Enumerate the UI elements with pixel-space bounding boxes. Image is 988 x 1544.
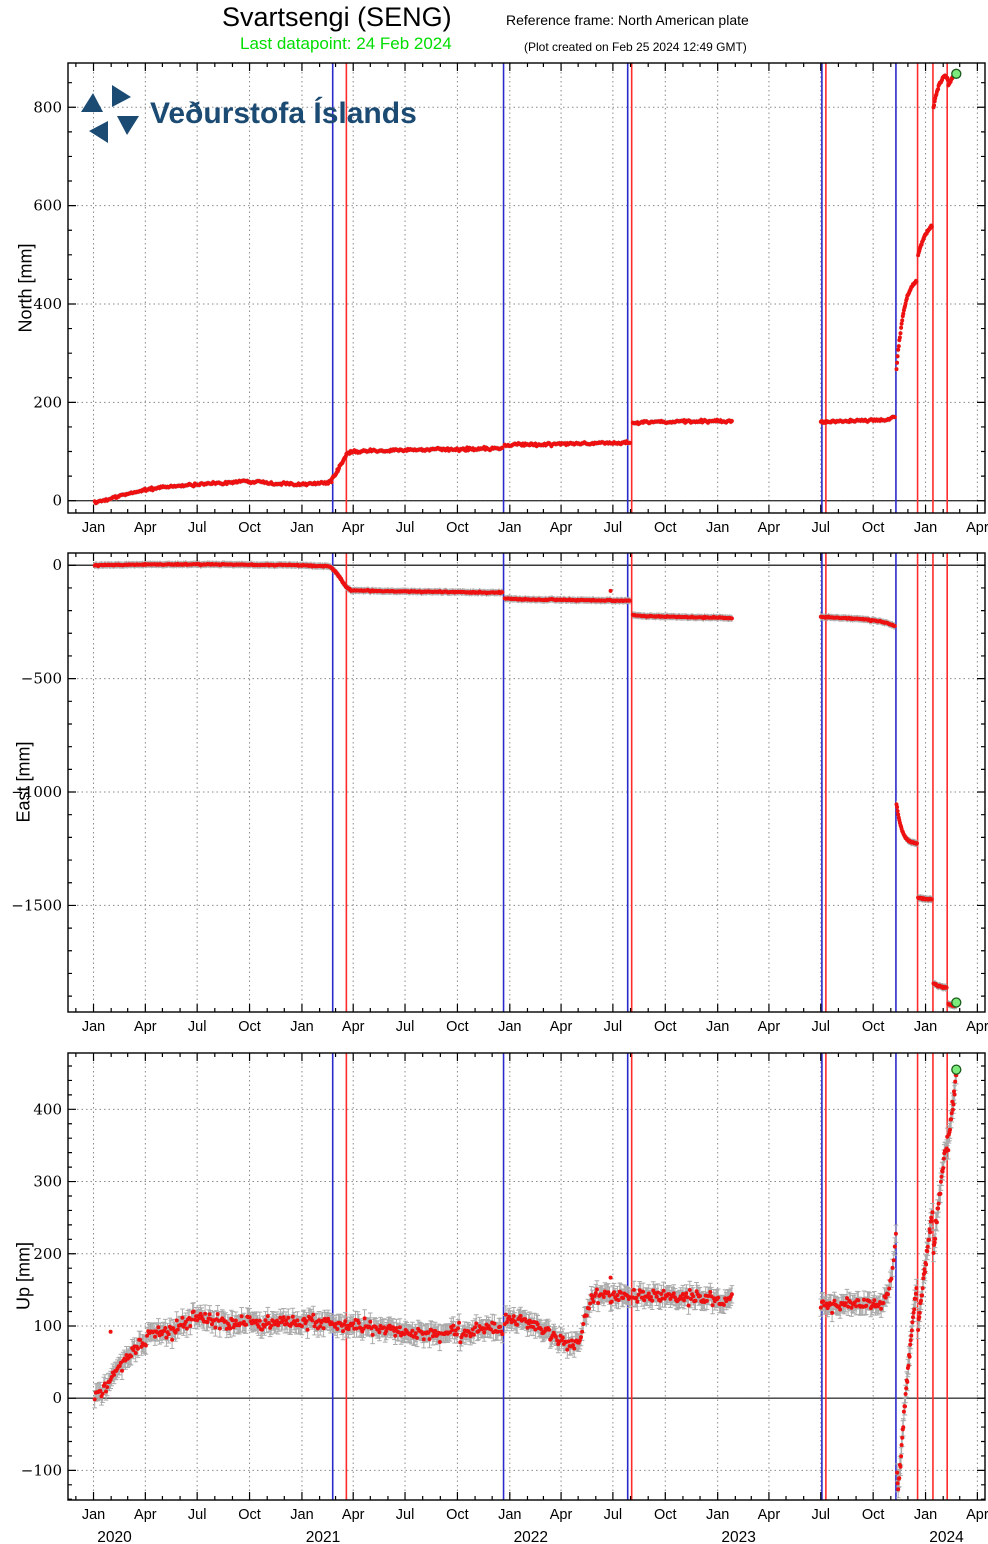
svg-text:300: 300 xyxy=(33,1173,62,1191)
svg-text:Jul: Jul xyxy=(811,1019,830,1035)
svg-text:Jan: Jan xyxy=(82,1507,105,1523)
svg-text:Jan: Jan xyxy=(498,520,521,536)
svg-text:−500: −500 xyxy=(21,670,62,688)
svg-text:−1500: −1500 xyxy=(11,896,62,914)
svg-text:Oct: Oct xyxy=(862,1507,885,1523)
svg-text:Oct: Oct xyxy=(446,1019,469,1035)
svg-text:Apr: Apr xyxy=(134,520,157,536)
svg-text:Apr: Apr xyxy=(550,1507,573,1523)
svg-text:2022: 2022 xyxy=(514,1529,548,1544)
data-points xyxy=(92,561,959,1008)
svg-text:−1000: −1000 xyxy=(11,783,62,801)
svg-text:600: 600 xyxy=(33,197,62,215)
svg-text:Jul: Jul xyxy=(188,1019,207,1035)
svg-text:Apr: Apr xyxy=(342,1019,365,1035)
last-datapoint-marker xyxy=(951,997,962,1008)
svg-text:0: 0 xyxy=(52,492,62,510)
svg-text:200: 200 xyxy=(33,1245,62,1263)
svg-text:2024: 2024 xyxy=(929,1529,964,1544)
svg-text:Jul: Jul xyxy=(604,1507,623,1523)
svg-text:−100: −100 xyxy=(21,1461,62,1479)
svg-text:Oct: Oct xyxy=(862,520,885,536)
svg-text:Apr: Apr xyxy=(966,1507,988,1523)
svg-text:Jan: Jan xyxy=(706,1507,729,1523)
logo-text: Veðurstofa Íslands xyxy=(150,97,417,130)
svg-text:Oct: Oct xyxy=(446,1507,469,1523)
svg-text:Apr: Apr xyxy=(966,520,988,536)
svg-text:100: 100 xyxy=(33,1317,62,1335)
svg-text:Oct: Oct xyxy=(654,1507,677,1523)
svg-text:Jan: Jan xyxy=(914,520,937,536)
svg-text:Jan: Jan xyxy=(914,1019,937,1035)
svg-text:400: 400 xyxy=(33,1100,62,1118)
svg-text:Apr: Apr xyxy=(966,1019,988,1035)
last-datapoint-marker xyxy=(951,1064,962,1075)
svg-text:Apr: Apr xyxy=(758,1507,781,1523)
svg-text:Jul: Jul xyxy=(604,1019,623,1035)
error-bars xyxy=(94,560,957,1010)
svg-text:Apr: Apr xyxy=(342,520,365,536)
plot-created-label: (Plot created on Feb 25 2024 12:49 GMT) xyxy=(524,40,747,54)
panel-north: 0 200 400 600 800 Jan Apr Jul Oct Jan Apr Jul Oct Jan… xyxy=(33,62,988,536)
svg-text:Jul: Jul xyxy=(396,520,415,536)
svg-text:Apr: Apr xyxy=(550,1019,573,1035)
svg-text:Jan: Jan xyxy=(290,1019,313,1035)
svg-text:2023: 2023 xyxy=(721,1529,755,1544)
svg-text:Jul: Jul xyxy=(188,1507,207,1523)
svg-text:Apr: Apr xyxy=(758,520,781,536)
svg-text:0: 0 xyxy=(52,1389,62,1407)
svg-text:Jan: Jan xyxy=(290,520,313,536)
svg-text:Jan: Jan xyxy=(498,1507,521,1523)
svg-text:Apr: Apr xyxy=(342,1507,365,1523)
svg-text:400: 400 xyxy=(33,295,62,313)
svg-text:Apr: Apr xyxy=(758,1019,781,1035)
error-bars xyxy=(92,1065,959,1499)
svg-text:Oct: Oct xyxy=(238,1507,261,1523)
svg-text:Jan: Jan xyxy=(914,1507,937,1523)
svg-text:Jan: Jan xyxy=(290,1507,313,1523)
svg-text:2020: 2020 xyxy=(97,1529,132,1544)
svg-text:Oct: Oct xyxy=(446,520,469,536)
svg-text:Jul: Jul xyxy=(811,520,830,536)
svg-text:Oct: Oct xyxy=(654,520,677,536)
svg-text:Jan: Jan xyxy=(706,520,729,536)
reference-frame-label: Reference frame: North American plate xyxy=(506,12,749,28)
svg-text:Jan: Jan xyxy=(498,1019,521,1035)
data-points xyxy=(92,1073,959,1492)
svg-text:Jul: Jul xyxy=(811,1507,830,1523)
svg-text:2021: 2021 xyxy=(306,1529,340,1544)
vedurstofa-logo: Veðurstofa Íslands xyxy=(78,84,417,144)
svg-text:Jan: Jan xyxy=(82,1019,105,1035)
last-datapoint-marker xyxy=(951,68,962,79)
svg-text:800: 800 xyxy=(33,98,62,116)
svg-text:Jul: Jul xyxy=(396,1019,415,1035)
panel-up: −100 0 100 200 300 400 Jan Apr Jul Oct Jan Apr Jul Oc… xyxy=(21,1052,988,1544)
panel-east: 0 −500 −1000 −1500 Jan Apr Jul Oct Jan Apr Jul Oct J… xyxy=(11,552,988,1035)
svg-text:Jan: Jan xyxy=(706,1019,729,1035)
data-points xyxy=(92,71,959,506)
svg-text:Jan: Jan xyxy=(82,520,105,536)
pinwheel-logo-icon xyxy=(81,85,139,143)
svg-text:Apr: Apr xyxy=(134,1507,157,1523)
svg-text:Jul: Jul xyxy=(604,520,623,536)
last-datapoint-label: Last datapoint: 24 Feb 2024 xyxy=(240,34,452,53)
svg-text:0: 0 xyxy=(52,556,62,574)
svg-text:Apr: Apr xyxy=(550,520,573,536)
page-title: Svartsengi (SENG) xyxy=(222,2,452,32)
svg-text:Oct: Oct xyxy=(654,1019,677,1035)
svg-text:Oct: Oct xyxy=(238,520,261,536)
svg-text:Jul: Jul xyxy=(188,520,207,536)
svg-text:Oct: Oct xyxy=(238,1019,261,1035)
svg-text:Apr: Apr xyxy=(134,1019,157,1035)
svg-text:Jul: Jul xyxy=(396,1507,415,1523)
svg-text:200: 200 xyxy=(33,393,62,411)
svg-text:Oct: Oct xyxy=(862,1019,885,1035)
